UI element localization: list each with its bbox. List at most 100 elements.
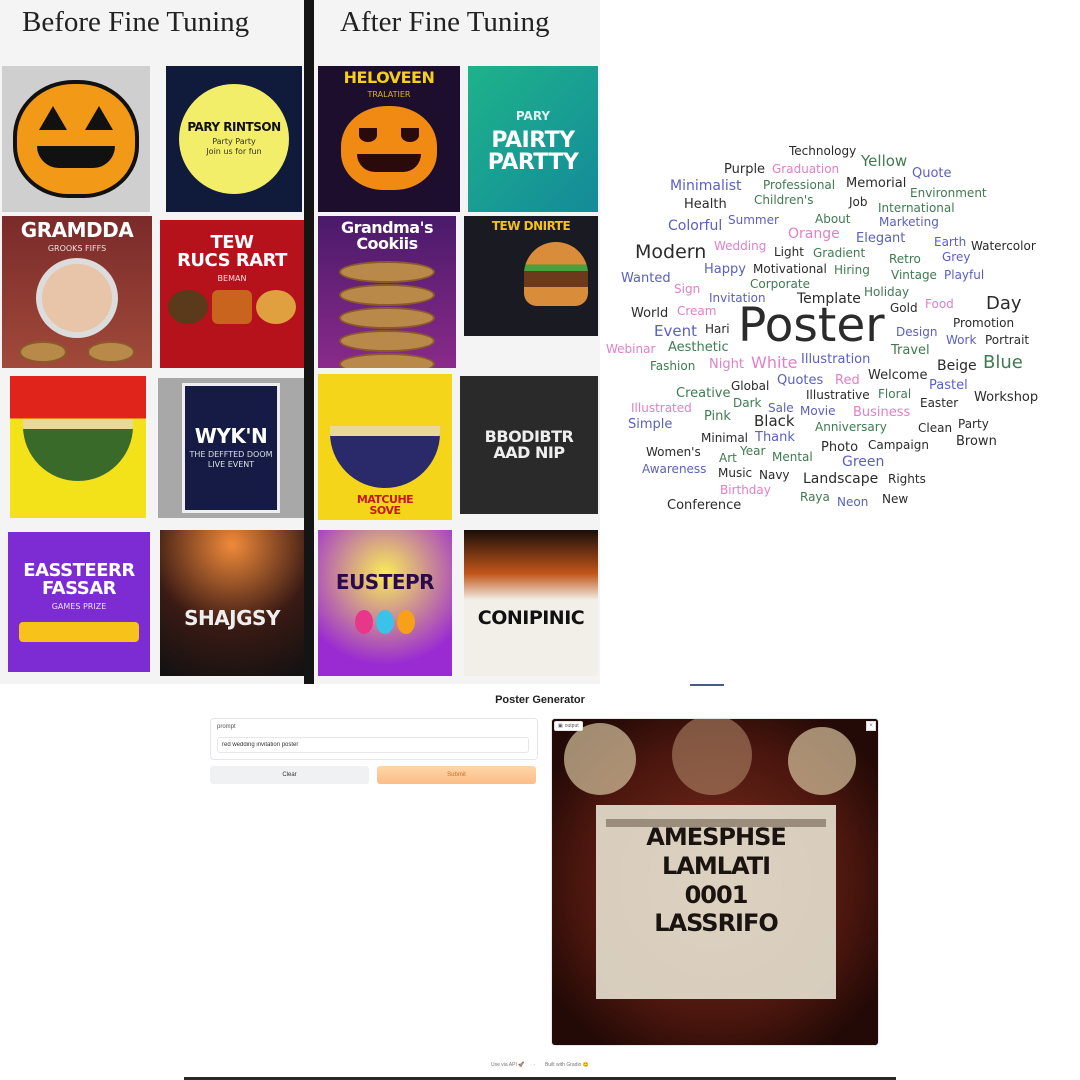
word-easter: Easter [920, 396, 959, 410]
pumpkin-icon [13, 80, 139, 198]
word-poster: Poster [738, 298, 885, 353]
after-poster-noodle-text: MATCUHE SOVE [356, 493, 414, 517]
clear-button[interactable]: Clear [210, 766, 369, 784]
word-year: Year [740, 444, 766, 458]
word-playful: Playful [944, 268, 985, 282]
word-simple: Simple [628, 417, 673, 432]
word-light: Light [774, 245, 804, 259]
before-poster-halloween [2, 66, 150, 212]
word-vintage: Vintage [891, 268, 937, 282]
keyword-word-cloud: Technology Yellow Purple Graduation Quote Min… [600, 0, 1080, 684]
word-grey: Grey [942, 250, 971, 264]
burger-icon [524, 242, 588, 306]
word-beige: Beige [937, 358, 977, 374]
close-icon[interactable]: × [866, 721, 876, 731]
word-summer: Summer [728, 213, 779, 227]
word-environment: Environment [910, 186, 987, 200]
before-poster-party-text: PARY RINTSON [187, 120, 281, 134]
word-motivational: Motivational [753, 262, 827, 276]
before-poster-grandma-text: GRAMDDA [20, 218, 134, 242]
after-poster-easter: EUSTEPR [318, 530, 452, 676]
word-corporate: Corporate [750, 277, 810, 291]
word-hari: Hari [705, 322, 730, 336]
word-earth: Earth [934, 235, 967, 249]
noodle-bowl-icon [23, 419, 133, 481]
after-poster-burger-text: TEW DNIRTE [491, 219, 571, 233]
word-welcome: Welcome [868, 368, 928, 383]
after-poster-party-text: PAIRTY PARTTY [487, 127, 579, 175]
word-professional: Professional [763, 178, 836, 192]
before-poster-restaurant-text: TEW RUCS RART [177, 232, 287, 271]
word-marketing: Marketing [879, 215, 939, 229]
word-gradient: Gradient [813, 246, 866, 260]
built-with-gradio-link[interactable]: Built with Gradio 😊 [544, 1062, 589, 1068]
word-green: Green [842, 454, 885, 470]
poster-generator-app: Poster Generator prompt Clear Submit ▣ o… [184, 684, 896, 1080]
before-poster-concert: SHAJGSY [160, 530, 304, 676]
word-pastel: Pastel [929, 378, 968, 393]
after-poster-halloween-sub: TRALATIER [367, 90, 411, 99]
word-new: New [882, 492, 909, 506]
word-clean: Clean [918, 421, 953, 435]
word-wanted: Wanted [621, 271, 671, 286]
before-poster-grandma-sub: GROOKS FIFFS [47, 244, 107, 253]
after-poster-noodle: MATCUHE SOVE [318, 374, 452, 520]
word-night: Night [709, 357, 744, 372]
word-food: Food [925, 297, 954, 311]
word-promotion: Promotion [953, 316, 1015, 330]
word-holiday: Holiday [864, 285, 910, 299]
grandma-figure [36, 258, 118, 338]
word-birthday: Birthday [720, 483, 771, 497]
before-poster-restaurant-sub: BEMAN [217, 274, 247, 283]
word-event: Event [654, 322, 697, 340]
word-portrait: Portrait [985, 333, 1030, 347]
generated-poster-image [552, 719, 878, 1045]
after-poster-cookies-text: Grandma's Cookiis [340, 218, 434, 253]
word-red: Red [835, 373, 860, 388]
before-poster-restaurant: TEW RUCS RART BEMAN [160, 220, 304, 368]
word-minimal: Minimal [701, 431, 749, 445]
app-footer: Use via API 🚀 · Built with Gradio 😊 [184, 1062, 896, 1068]
after-poster-concert-text: CONIPINIC [477, 606, 585, 629]
use-via-api-link[interactable]: Use via API 🚀 [491, 1062, 525, 1068]
prompt-input[interactable] [217, 737, 529, 753]
word-blue: Blue [983, 352, 1023, 373]
word-navy: Navy [759, 468, 790, 482]
submit-button[interactable]: Submit [377, 766, 536, 784]
word-fashion: Fashion [650, 359, 696, 373]
word-awareness: Awareness [642, 462, 707, 476]
before-poster-party: PARY RINTSON Party Party Join us for fun [166, 66, 302, 212]
before-poster-wykn: WYK'N THE DEFFTED DOOM LIVE EVENT [158, 378, 304, 518]
after-poster-concert: CONIPINIC [464, 530, 598, 676]
word-thank: Thank [755, 430, 795, 445]
word-elegant: Elegant [856, 231, 906, 246]
word-business: Business [853, 405, 911, 420]
word-job: Job [849, 195, 868, 209]
before-poster-wykn-sub: THE DEFFTED DOOM LIVE EVENT [189, 450, 273, 469]
word-art: Art [719, 451, 737, 465]
word-rights: Rights [888, 472, 926, 486]
word-pink: Pink [704, 409, 731, 424]
word-cream: Cream [677, 304, 717, 318]
footer-separator: · [533, 1062, 536, 1068]
word-global: Global [731, 379, 770, 393]
word-travel: Travel [891, 343, 930, 358]
before-poster-party-sub: Party Party Join us for fun [206, 137, 262, 156]
word-design: Design [896, 325, 938, 339]
column-divider [304, 0, 314, 684]
after-poster-party-sub: PARY [515, 108, 551, 123]
word-webinar: Webinar [606, 342, 656, 356]
word-work: Work [946, 333, 977, 347]
output-label-text: output [564, 723, 579, 729]
generated-poster-text: AMESPHSE LAMLATI 0001 LASSRIFO [646, 823, 787, 938]
word-minimalist: Minimalist [670, 178, 742, 194]
after-poster-party: PARY PAIRTY PARTTY [468, 66, 598, 212]
word-sale: Sale [768, 401, 794, 415]
word-dark: Dark [733, 396, 762, 410]
scroll-indicator [690, 684, 724, 686]
word-international: International [878, 201, 955, 215]
word-quote: Quote [912, 166, 952, 181]
image-icon: ▣ [558, 723, 563, 729]
word-world: World [631, 306, 669, 321]
word-purple: Purple [724, 162, 766, 177]
